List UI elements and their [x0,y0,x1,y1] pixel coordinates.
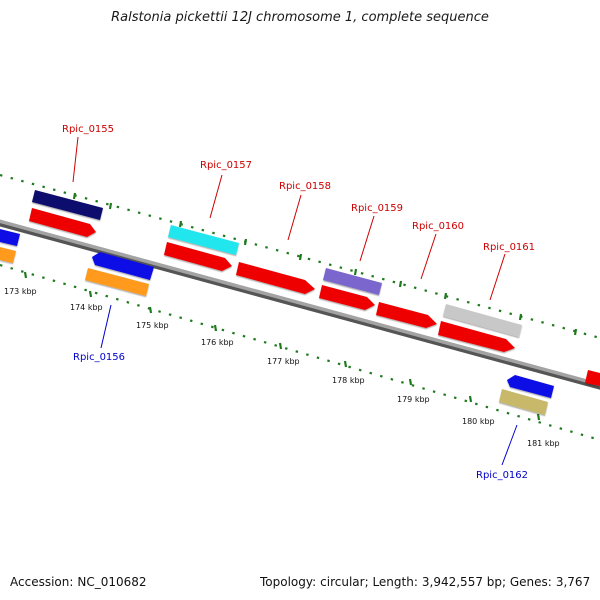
gene-label[interactable]: Rpic_0158 [279,181,331,192]
scale-tick-labels: 173 kbp 174 kbp 175 kbp 176 kbp 177 kbp … [4,287,560,448]
reverse-gene-arrow[interactable] [507,375,554,398]
scale-tick-label: 177 kbp [267,357,300,366]
gene-leader-lines [72,136,518,466]
scale-tick-label: 180 kbp [462,417,495,426]
scale-tick-label: 173 kbp [4,287,37,296]
scale-tick-label: 178 kbp [332,376,365,385]
accession-label: Accession: [10,575,74,589]
inner-major-ticks [23,271,541,421]
topology-label: Topology: [260,575,317,589]
gene-feature-orange[interactable] [0,247,16,263]
gene-label[interactable]: Rpic_0155 [62,124,114,135]
gene-feature-orange[interactable] [85,268,149,296]
accession-value: NC_010682 [77,575,147,589]
scale-tick-label: 174 kbp [70,303,103,312]
outer-major-ticks [72,192,578,336]
gene-feature-silver[interactable] [443,304,522,337]
gene-label[interactable]: Rpic_0160 [412,221,464,232]
gene-feature-cyan[interactable] [168,225,239,255]
scale-tick-label: 179 kbp [397,395,430,404]
cds-arrow[interactable] [319,285,375,310]
gene-label[interactable]: Rpic_0157 [200,160,252,171]
cds-arrow[interactable] [236,262,315,294]
length-label: Length: [372,575,418,589]
map-title: Ralstonia pickettii 12J chromosome 1, co… [111,10,489,25]
backbone-shadow [0,220,600,390]
gene-label[interactable]: Rpic_0156 [73,352,125,363]
genes-value: 3,767 [555,575,591,589]
gene-feature-slate[interactable] [323,268,382,295]
gene-feature-blue[interactable] [0,229,20,246]
gene-labels: Rpic_0155 Rpic_0156 Rpic_0157 Rpic_0158 … [62,124,535,481]
gene-label[interactable]: Rpic_0159 [351,203,403,214]
topology-value: circular [320,575,365,589]
reverse-gene-arrow[interactable] [92,252,154,280]
cds-arrow[interactable] [29,208,96,237]
scale-tick-label: 175 kbp [136,321,169,330]
cds-arrow[interactable] [164,242,232,271]
gene-label[interactable]: Rpic_0161 [483,242,535,253]
genome-backbone [0,219,600,387]
outer-dotted-track [0,173,600,340]
sequence-summary: Topology: circular; Length: 3,942,557 bp; … [260,575,591,589]
gene-feature-khaki[interactable] [499,389,548,415]
gene-label[interactable]: Rpic_0162 [476,470,528,481]
cds-arrow[interactable] [585,370,600,386]
gene-feature-navy[interactable] [32,190,103,220]
length-value: 3,942,557 bp [421,575,503,589]
scale-tick-label: 176 kbp [201,338,234,347]
accession-info: Accession: NC_010682 [10,575,147,589]
scale-tick-label: 181 kbp [527,439,560,448]
genes-label: Genes: [509,575,552,589]
cds-arrow[interactable] [438,321,515,352]
cds-arrow[interactable] [376,302,437,328]
